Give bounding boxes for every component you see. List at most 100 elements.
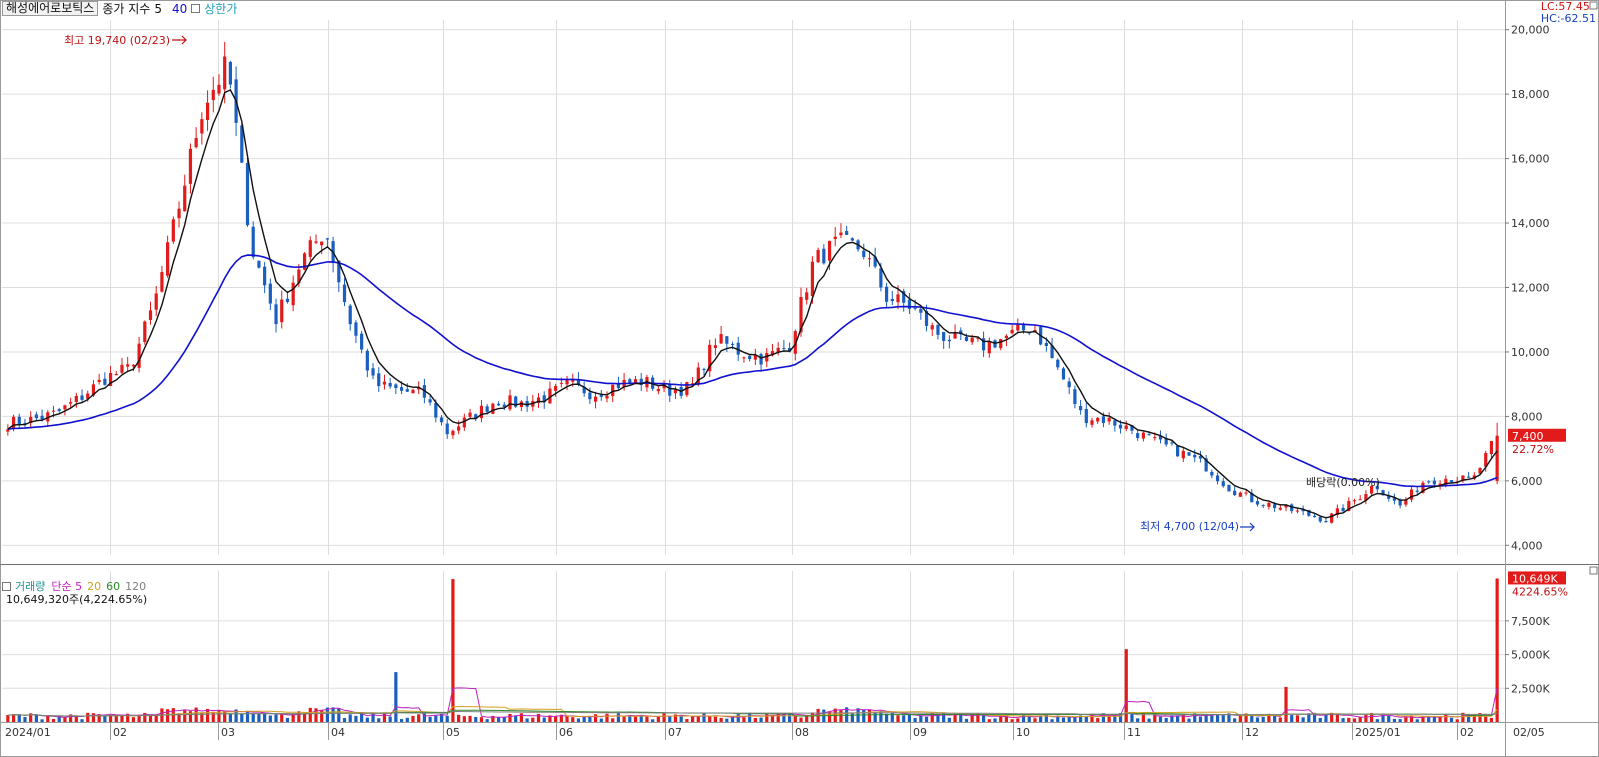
price-candle-body	[1495, 435, 1499, 481]
price-candle-body	[1392, 497, 1397, 501]
x-tick-label: 02/05	[1513, 726, 1545, 739]
volume-bar	[74, 716, 78, 722]
volume-bar	[576, 718, 581, 722]
volume-bar	[930, 713, 934, 722]
price-candle-body	[759, 354, 763, 365]
volume-bar	[953, 714, 957, 722]
price-candle-body	[1427, 481, 1431, 483]
price-candle-body	[1153, 437, 1157, 439]
volume-bar	[1090, 713, 1094, 722]
volume-bar	[434, 715, 438, 722]
limit-toggle-icon[interactable]	[191, 4, 201, 13]
price-candle-body	[576, 379, 581, 385]
price-candle-body	[713, 345, 718, 349]
low-annotation: 최저 4,700 (12/04)	[1140, 520, 1239, 533]
price-candle-body	[919, 308, 923, 313]
volume-ma20-label: 20	[87, 579, 102, 593]
volume-ma60-label: 60	[106, 579, 121, 593]
lc-value: LC:57.45	[1540, 0, 1590, 13]
volume-bar	[1364, 714, 1368, 722]
price-candle-body	[57, 409, 61, 411]
volume-bar	[1016, 718, 1020, 722]
x-tick-label: 09	[913, 726, 927, 739]
volume-bar	[1318, 717, 1322, 722]
volume-bar	[1130, 713, 1134, 722]
volume-bar	[331, 707, 335, 722]
price-candle-body	[1409, 489, 1414, 500]
price-candle-body	[263, 266, 267, 286]
volume-bar	[451, 579, 455, 722]
volume-bar	[1324, 713, 1328, 722]
volume-bar	[1290, 715, 1294, 722]
price-candle-body	[827, 240, 832, 261]
volume-bar	[879, 711, 883, 722]
price-candle-body	[1478, 468, 1482, 474]
price-candle-body	[1021, 325, 1026, 331]
price-candle-body	[719, 334, 723, 344]
price-candle-body	[776, 347, 780, 353]
volume-bar	[291, 713, 295, 722]
volume-bar	[251, 713, 255, 722]
volume-bar	[981, 714, 986, 722]
volume-bar	[240, 713, 244, 722]
price-candle-body	[1347, 501, 1351, 511]
volume-bar	[622, 716, 626, 722]
volume-bar	[485, 719, 489, 722]
price-candle-body	[1290, 504, 1294, 512]
price-candle-body	[183, 185, 187, 212]
price-candle-body	[765, 353, 769, 362]
volume-bar	[799, 717, 803, 722]
volume-bar	[708, 716, 712, 722]
volume-bar	[884, 713, 889, 722]
price-candle-body	[103, 378, 107, 385]
price-candle-body	[565, 379, 569, 385]
low-arrow-icon	[1240, 522, 1255, 532]
volume-bar	[1444, 714, 1448, 722]
volume-bar	[1158, 716, 1163, 722]
volume-bar	[571, 717, 575, 722]
volume-bar	[302, 713, 307, 722]
price-candle-body	[1312, 515, 1317, 518]
volume-bar	[1375, 719, 1379, 722]
price-candle-body	[320, 241, 324, 246]
volume-bar	[468, 715, 472, 722]
price-candle-body	[787, 347, 792, 352]
ma-short-value: 5	[154, 1, 162, 16]
volume-bar	[554, 716, 558, 722]
price-candle-body	[337, 260, 341, 283]
price-candle-body	[91, 384, 96, 396]
price-candle-body	[257, 260, 261, 268]
volume-bar	[662, 713, 666, 722]
price-candle-body	[582, 386, 586, 394]
volume-bar	[999, 715, 1003, 722]
volume-bar	[548, 715, 552, 722]
volume-bar	[987, 719, 991, 722]
price-candle-body	[924, 311, 929, 326]
volume-toggle-icon[interactable]	[2, 581, 11, 591]
price-candle-body	[131, 364, 135, 367]
volume-bar	[57, 716, 61, 722]
price-candle-body	[405, 389, 409, 392]
price-candle-body	[907, 299, 912, 309]
x-tick-label: 08	[795, 726, 809, 739]
volume-bar	[297, 711, 301, 722]
stock-name-box[interactable]: 해성에어로보틱스	[2, 1, 99, 16]
volume-bar	[274, 714, 278, 722]
volume-header: 거래량 단순 5 20 60 120	[2, 578, 146, 594]
volume-bar	[411, 715, 415, 722]
volume-bar	[439, 713, 444, 722]
price-candle-body	[536, 397, 541, 403]
volume-bar	[787, 713, 792, 722]
price-candle-body	[1016, 324, 1020, 331]
volume-bar	[131, 717, 135, 722]
volume-bar	[1381, 713, 1385, 722]
volume-bar	[46, 715, 50, 722]
volume-bar	[748, 712, 752, 722]
price-candle-body	[371, 368, 375, 376]
price-candle-body	[354, 322, 358, 336]
volume-bar	[1415, 719, 1419, 722]
volume-bar	[536, 713, 541, 722]
volume-bar	[1244, 713, 1248, 722]
price-tag-value: 7,400	[1512, 430, 1544, 443]
